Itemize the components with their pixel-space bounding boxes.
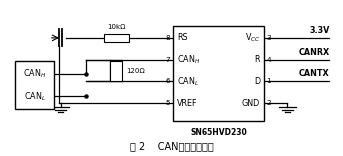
Text: 5: 5	[166, 100, 170, 106]
Text: 120Ω: 120Ω	[126, 68, 144, 74]
Text: SN65HVD230: SN65HVD230	[190, 128, 247, 137]
Text: CAN$_L$: CAN$_L$	[177, 75, 199, 88]
Text: 10kΩ: 10kΩ	[108, 24, 126, 30]
Text: CANRX: CANRX	[298, 48, 330, 57]
Bar	[104, 34, 130, 42]
Text: CAN$_H$: CAN$_H$	[23, 68, 46, 80]
Text: 图 2    CAN通信接口电路: 图 2 CAN通信接口电路	[130, 141, 213, 151]
Text: GND: GND	[242, 99, 260, 108]
Text: R: R	[255, 55, 260, 64]
Text: CAN$_L$: CAN$_L$	[24, 90, 46, 103]
Text: RS: RS	[177, 33, 188, 42]
Text: 3: 3	[267, 35, 271, 41]
Bar	[110, 61, 122, 80]
Text: D: D	[254, 77, 260, 86]
Text: 8: 8	[166, 35, 170, 41]
Text: 1: 1	[267, 78, 271, 84]
Bar	[15, 61, 54, 109]
Text: 4: 4	[267, 57, 271, 63]
Text: 6: 6	[166, 78, 170, 84]
Bar	[173, 26, 264, 121]
Text: CANTX: CANTX	[299, 69, 330, 78]
Text: VREF: VREF	[177, 99, 198, 108]
Text: 3.3V: 3.3V	[309, 26, 330, 35]
Text: 2: 2	[267, 100, 271, 106]
Text: V$_{CC}$: V$_{CC}$	[245, 32, 260, 44]
Text: CAN$_H$: CAN$_H$	[177, 53, 200, 66]
Text: 7: 7	[166, 57, 170, 63]
